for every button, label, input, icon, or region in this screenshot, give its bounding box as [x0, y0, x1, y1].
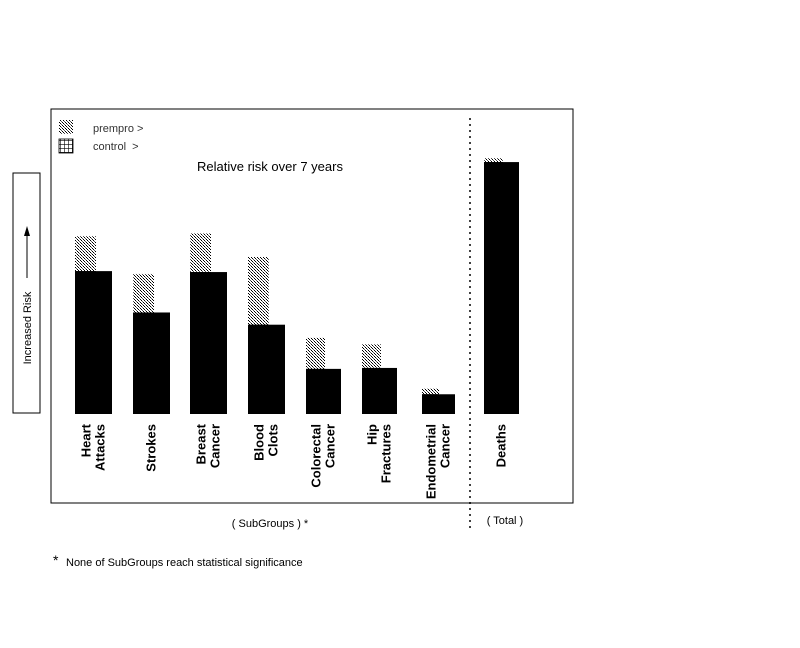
- bar-prempro-base-deaths: [484, 162, 503, 414]
- category-label-colorectal-cancer: Colorectal Cancer: [309, 424, 338, 488]
- y-axis-label: Increased Risk: [22, 291, 34, 364]
- category-text-breast-cancer-1: Breast: [194, 423, 209, 464]
- subgroups-label: ( SubGroups ) *: [232, 518, 309, 530]
- category-text-endometrial-cancer-1: Endometrial: [424, 424, 439, 499]
- footnote-mark: *: [53, 552, 59, 568]
- legend-label-control: control >: [93, 141, 139, 153]
- footnote-text: None of SubGroups reach statistical sign…: [66, 557, 303, 569]
- y-axis-box: [12, 172, 41, 414]
- category-label-strokes: Strokes: [144, 424, 159, 472]
- bar-prempro-base-breast-cancer: [190, 272, 211, 414]
- plot-frame: [50, 108, 574, 504]
- category-label-heart-attacks: Heart Attacks: [79, 423, 108, 471]
- bar-prempro-base-hip-fractures: [362, 367, 381, 414]
- legend-swatch-control: [58, 138, 74, 154]
- legend-label-prempro: prempro >: [93, 123, 143, 135]
- category-label-hip-fractures: Hip Fractures: [365, 424, 394, 483]
- category-text-colorectal-cancer-2: Cancer: [323, 424, 338, 468]
- bar-prempro-base-endometrial-cancer: [422, 394, 439, 414]
- category-text-heart-attacks-1: Heart: [79, 423, 94, 457]
- bar-prempro-base-heart-attacks: [75, 271, 96, 414]
- bars-group: [75, 158, 519, 414]
- category-text-colorectal-cancer-1: Colorectal: [309, 424, 324, 488]
- category-label-endometrial-cancer: Endometrial Cancer: [424, 424, 453, 499]
- category-label-blood-clots: Blood Clots: [252, 424, 281, 461]
- category-labels-group: Heart Attacks Strokes Breast Cancer Blood Clot…: [79, 423, 509, 499]
- category-text-hip-fractures-1: Hip: [365, 424, 380, 445]
- bar-prempro-base-colorectal-cancer: [306, 368, 325, 414]
- category-text-blood-clots-1: Blood: [252, 424, 267, 461]
- chart-title: Relative risk over 7 years: [197, 159, 343, 174]
- category-text-strokes-1: Strokes: [144, 424, 159, 472]
- up-arrow-icon: [24, 226, 30, 236]
- category-text-breast-cancer-2: Cancer: [208, 424, 223, 468]
- category-text-blood-clots-2: Clots: [266, 424, 281, 457]
- category-text-deaths-1: Deaths: [494, 424, 509, 467]
- category-text-endometrial-cancer-2: Cancer: [438, 424, 453, 468]
- legend-swatch-prempro: [59, 120, 73, 134]
- total-label: ( Total ): [487, 515, 523, 527]
- bar-prempro-base-strokes: [133, 312, 154, 414]
- category-text-heart-attacks-2: Attacks: [93, 424, 108, 471]
- bar-prempro-base-blood-clots: [248, 324, 269, 414]
- category-text-hip-fractures-2: Fractures: [379, 424, 394, 483]
- category-label-deaths: Deaths: [494, 424, 509, 467]
- category-label-breast-cancer: Breast Cancer: [194, 423, 223, 468]
